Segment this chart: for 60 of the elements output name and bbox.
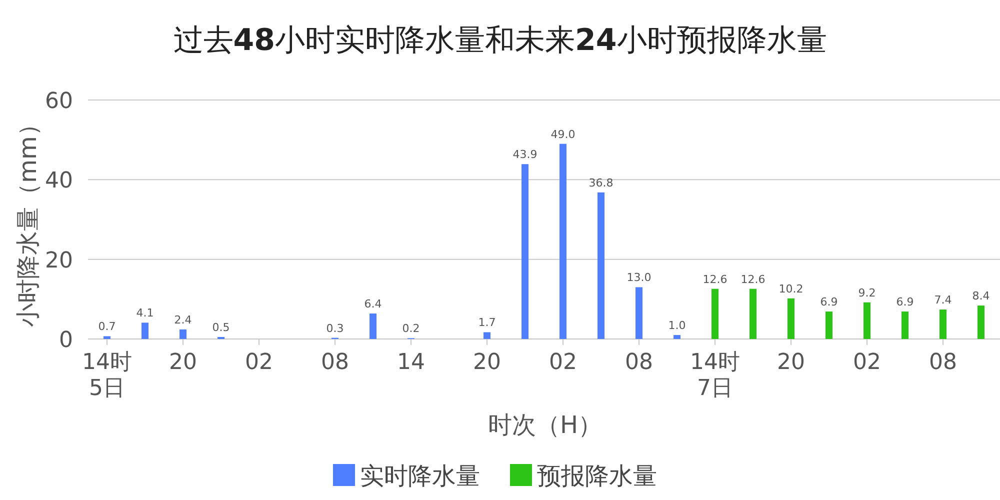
x-tick-label: 08 <box>625 350 653 375</box>
data-label: 6.4 <box>364 298 382 311</box>
chart-title: 过去48小时实时降水量和未来24小时预报降水量 <box>173 23 827 58</box>
data-label: 6.9 <box>896 296 914 309</box>
data-label: 2.4 <box>174 313 192 326</box>
x-tick-label: 14时 5日 <box>82 350 132 401</box>
data-label: 13.0 <box>626 271 652 284</box>
data-label: 43.9 <box>512 148 538 162</box>
x-tick-label: 08 <box>929 350 957 375</box>
data-label: 0.5 <box>212 321 230 334</box>
data-label: 0.3 <box>326 322 344 335</box>
data-label: 1.0 <box>668 319 686 332</box>
x-tick-label: 02 <box>549 350 577 375</box>
bar <box>788 298 794 339</box>
data-label: 4.1 <box>136 306 154 320</box>
x-tick-label: 02 <box>245 350 273 375</box>
bar <box>750 288 756 339</box>
bar <box>370 314 376 339</box>
y-tick-label: 40 <box>45 168 73 194</box>
x-tick-label: 14 <box>397 350 425 375</box>
data-label: 9.2 <box>858 286 876 300</box>
x-tick-label: 20 <box>777 350 805 375</box>
x-tick-label: 20 <box>169 350 197 375</box>
bar <box>674 335 680 339</box>
x-tick-label: 02 <box>853 350 881 375</box>
bar <box>484 332 490 339</box>
y-tick-label: 20 <box>45 248 73 274</box>
bar <box>104 336 110 339</box>
bar <box>522 164 528 339</box>
x-tick-label: 08 <box>321 350 349 375</box>
bar <box>636 287 642 339</box>
bar <box>142 322 148 339</box>
y-tick-label: 60 <box>45 89 73 114</box>
data-label: 49.0 <box>550 128 576 141</box>
bar <box>826 312 832 339</box>
data-label: 36.8 <box>588 176 614 190</box>
data-label: 0.7 <box>98 320 116 334</box>
y-tick-label: 0 <box>59 328 73 353</box>
bar <box>864 302 870 339</box>
bar <box>180 329 186 339</box>
data-label: 12.6 <box>702 272 728 286</box>
x-tick-label: 20 <box>473 350 501 375</box>
legend-label: 预报降水量 <box>537 462 657 490</box>
bar <box>712 288 718 339</box>
data-label: 1.7 <box>478 316 496 330</box>
data-label: 8.4 <box>972 290 990 303</box>
bar <box>902 312 908 339</box>
data-label: 0.2 <box>402 322 420 336</box>
data-label: 6.9 <box>820 296 838 309</box>
x-axis-title: 时次（H） <box>488 411 602 439</box>
bar <box>978 306 984 339</box>
data-label: 10.2 <box>778 282 804 296</box>
data-label: 12.6 <box>740 272 766 286</box>
bar <box>598 192 604 339</box>
data-label: 7.4 <box>934 294 952 307</box>
bar <box>940 310 946 339</box>
bar <box>560 144 566 339</box>
legend-label: 实时降水量 <box>360 462 480 490</box>
x-tick-label: 14时 7日 <box>690 350 740 401</box>
y-axis-title: 小时降水量（mm） <box>14 112 42 327</box>
